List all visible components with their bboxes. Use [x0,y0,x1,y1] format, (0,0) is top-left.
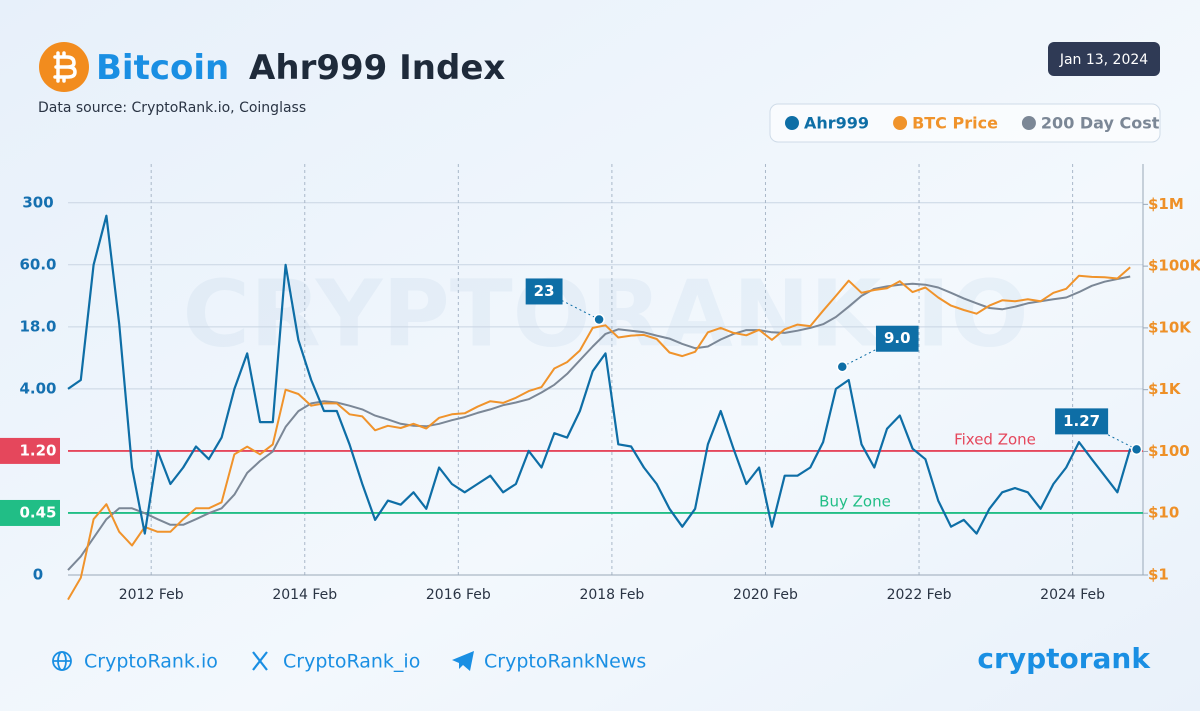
telegram-icon [452,651,474,671]
legend-label: Ahr999 [804,114,869,133]
chart-title: Bitcoin Ahr999 Index [96,48,505,88]
x-tick-label: 2014 Feb [272,587,337,603]
footer-link[interactable]: CryptoRankNews [484,651,646,673]
title-main: Ahr999 Index [249,48,505,88]
legend-label: BTC Price [912,114,998,133]
date: Jan 13, 2024 [1059,52,1148,68]
x-tick-label: 2012 Feb [119,587,184,603]
legend-dot [893,116,908,130]
y-tick-label: 4.00 [19,379,56,397]
x-tick-label: 2020 Feb [733,587,798,603]
x-tick-label: 2016 Feb [426,587,491,603]
y2-tick-label: $1M [1148,195,1184,213]
x-tick-label: 2018 Feb [579,587,644,603]
date-badge [1048,42,1160,76]
annotation-label: 23 [534,282,555,300]
annotation-box [1055,408,1109,435]
annotation-point [593,313,605,326]
zone-label: Buy Zone [819,492,891,510]
legend-dot [1021,116,1036,130]
x-tick-label: 2022 Feb [887,587,952,603]
x-tick-label: 2024 Feb [1040,587,1105,603]
title-highlight: Bitcoin [96,48,229,88]
y-tick-label: 1.20 [19,441,56,459]
y-tick-label: 60.0 [19,255,56,273]
y-tick-label: 0 [33,566,43,584]
plot: CRYPTORANK.IO00.451.204.0018.060.0300$1$… [0,114,1200,603]
y2-tick-label: $10K [1148,318,1192,336]
footer-link[interactable]: CryptoRank_io [283,651,420,673]
legend-box [769,103,1161,143]
annotation-point [836,360,849,373]
series-line [67,275,1131,571]
y-tick-label: 0.45 [19,503,56,521]
y2-tick-label: $10 [1148,504,1179,522]
footer-link[interactable]: CryptoRank.io [84,651,218,673]
y-tick-label: 300 [22,193,53,211]
subtitle: Data source: CryptoRank.io, Coinglass [38,100,306,116]
series-line [67,266,1131,601]
zone-label: Fixed Zone [954,430,1036,448]
annotation-box [875,325,919,352]
series-line [67,214,1132,535]
annotation-box [525,278,563,305]
x-icon [252,651,268,671]
y2-tick-label: $100 [1148,442,1190,460]
bitcoin-logo [39,42,89,92]
globe-icon [52,651,72,671]
legend-label: 200 Day Cost [1041,114,1160,133]
annotation-label: 9.0 [884,329,911,347]
annotation-point [1130,443,1143,456]
y-tick-badge [0,437,60,464]
y-tick-label: 18.0 [19,317,56,335]
y2-tick-label: $100K [1148,257,1200,275]
y2-tick-label: $1K [1148,380,1182,398]
y2-tick-label: $1 [1148,566,1169,584]
footer: CryptoRank.io CryptoRank_io CryptoRankNe… [52,642,1151,675]
brand: cryptorank [977,642,1151,675]
y-tick-badge [0,499,60,526]
legend-dot [785,116,799,130]
annotation-label: 1.27 [1063,412,1100,430]
